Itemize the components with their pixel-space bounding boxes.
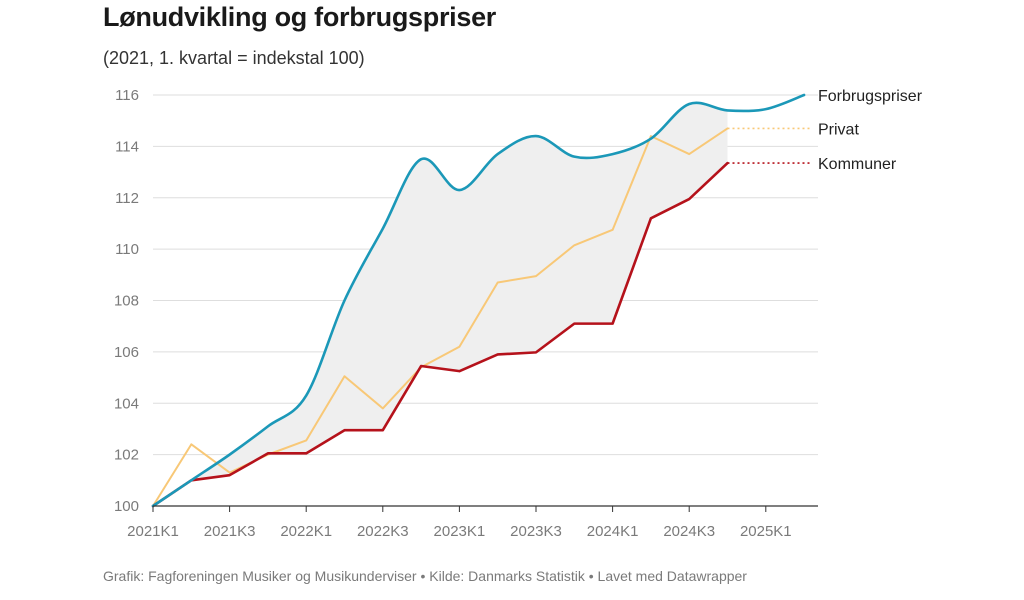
legend-label: Privat <box>818 121 859 138</box>
x-axis: 2021K1 2021K3 2022K1 2022K3 2023K1 2023K3 2024… <box>127 505 818 540</box>
x-tick-label: 2021K1 <box>127 523 179 540</box>
x-tick-label: 2023K3 <box>510 523 562 540</box>
series-lines <box>151 93 806 508</box>
x-tick-label: 2024K1 <box>587 523 639 540</box>
y-tick-label: 114 <box>115 138 139 155</box>
series-line-kommuner <box>151 161 729 508</box>
y-tick-label: 106 <box>114 344 139 361</box>
shaded-band <box>153 102 728 507</box>
y-axis-tick-labels: 100 102 104 106 108 110 112 114 116 <box>114 87 139 515</box>
legend-label: Kommuner <box>818 156 897 173</box>
legend: Forbrugspriser Privat Kommuner <box>727 88 923 173</box>
x-tick-label: 2023K1 <box>434 523 486 540</box>
chart-footer: Grafik: Fagforeningen Musiker og Musikun… <box>103 568 747 584</box>
series-line-forbrugspriser <box>151 93 806 508</box>
y-tick-label: 100 <box>114 498 139 515</box>
y-tick-label: 102 <box>114 447 139 464</box>
x-tick-label: 2021K3 <box>204 523 256 540</box>
y-tick-label: 110 <box>115 241 139 258</box>
chart-title: Lønudvikling og forbrugspriser <box>103 2 497 32</box>
y-tick-label: 104 <box>114 395 139 412</box>
chart-subtitle: (2021, 1. kvartal = indekstal 100) <box>103 48 365 68</box>
x-tick-label: 2024K3 <box>663 523 715 540</box>
legend-label: Forbrugspriser <box>818 88 923 105</box>
x-tick-label: 2022K3 <box>357 523 409 540</box>
x-tick-label: 2022K1 <box>280 523 332 540</box>
band-area <box>153 102 728 507</box>
y-tick-label: 108 <box>114 293 139 310</box>
y-tick-label: 112 <box>115 190 139 207</box>
y-tick-label: 116 <box>115 87 139 104</box>
x-tick-label: 2025K1 <box>740 523 792 540</box>
